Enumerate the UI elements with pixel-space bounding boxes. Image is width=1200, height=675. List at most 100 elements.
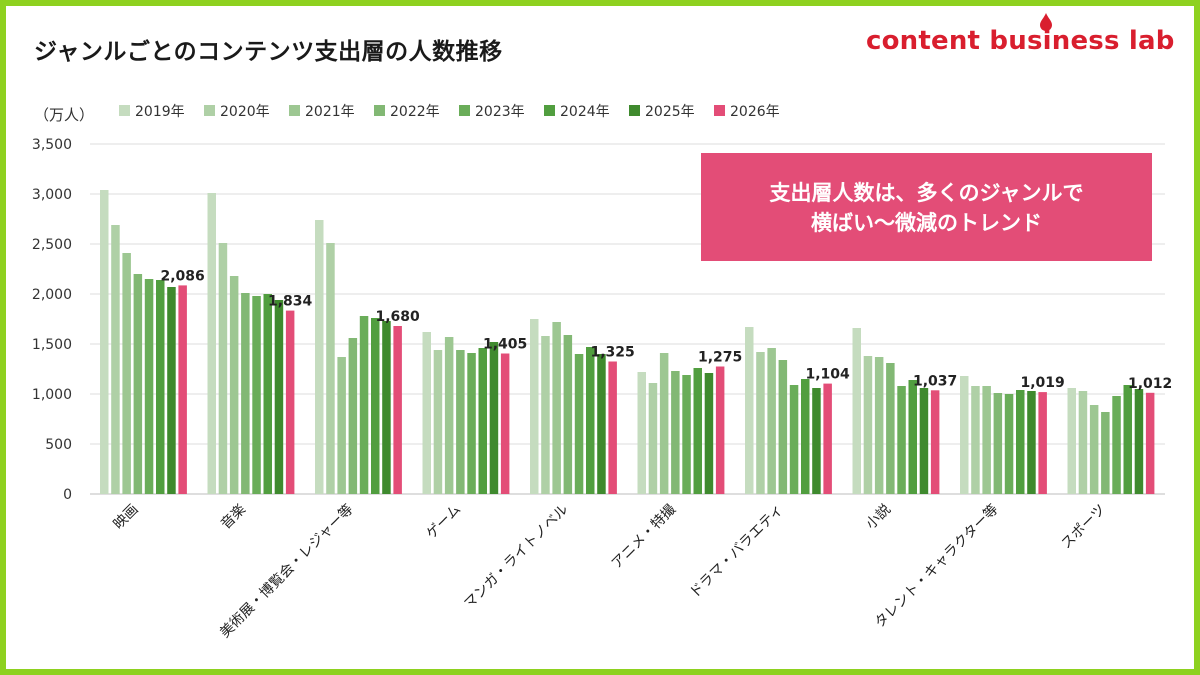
bar [778,360,788,494]
bar [433,350,443,494]
bar [156,280,165,494]
drop-icon [1040,13,1052,31]
legend-label: 2022年 [390,104,440,120]
data-label: 1,019 [1021,375,1065,391]
bar [241,293,250,494]
bar [478,348,487,494]
legend-swatch [119,105,130,116]
bar [1123,385,1132,494]
bar [789,385,799,494]
bar [960,376,969,494]
bar [745,327,754,494]
x-tick-label: 映画 [111,502,142,533]
bar [167,287,176,494]
bar [285,310,295,494]
bar [597,354,606,494]
legend-label: 2019年 [135,104,185,120]
bar [756,352,765,494]
bar [252,296,261,494]
bar [982,386,991,494]
legend-label: 2023年 [475,104,525,120]
bar [500,353,510,494]
legend-label: 2021年 [305,104,355,120]
bar [393,326,402,494]
callout-line-1: 支出層人数は、多くのジャンルで [769,181,1084,205]
bar [1112,396,1121,494]
bar [874,357,884,494]
bar [552,322,561,494]
bar [122,253,131,494]
x-tick-label: ドラマ・バラエティ [687,502,787,602]
legend-label: 2026年 [730,104,780,120]
x-tick-label: タレント・キャラクター等 [871,501,1001,631]
data-label: 1,834 [268,294,313,310]
x-tick-label: スポーツ [1058,502,1109,553]
bar [801,379,810,494]
legend-swatch [544,105,555,116]
bar [682,375,691,494]
bar [207,193,216,494]
bar [133,274,143,494]
bar [908,380,917,494]
bars [100,190,1155,494]
data-label: 1,680 [376,309,421,325]
bar [1134,389,1144,494]
bar [1067,388,1076,494]
bar [1101,412,1110,494]
y-axis-ticks: 0 500 1,000 1,500 2,000 2,500 3,000 3,500 [32,137,72,503]
data-label: 1,325 [591,345,635,361]
bar [574,354,584,494]
legend-swatch [374,105,385,116]
brand-logo: content business lab [866,26,1175,56]
bar [886,363,895,494]
legend-swatch [714,105,725,116]
bar [1145,392,1155,494]
bar [178,285,187,494]
legend-label: 2024年 [560,104,610,120]
bar [1004,394,1014,494]
data-label: 1,037 [913,373,957,389]
bar [1089,405,1099,494]
bar [852,328,861,494]
bar [704,373,714,494]
y-tick-label: 1,500 [32,337,72,353]
bar [467,353,476,494]
data-label: 1,275 [698,350,742,366]
x-tick-label: アニメ・特撮 [608,501,679,572]
bar [530,319,539,494]
bar [100,190,109,494]
bar [1078,391,1088,494]
y-tick-label: 500 [45,437,72,453]
bar [1027,391,1036,494]
x-tick-label: ゲーム [423,502,464,543]
bar [767,348,776,494]
x-tick-label: 音楽 [217,501,249,533]
bar [348,338,358,494]
bar [359,316,369,494]
data-label: 1,012 [1128,376,1172,392]
bar [608,361,617,494]
y-tick-label: 0 [63,487,72,503]
bar [671,371,680,494]
bar [693,368,702,494]
callout-box: 支出層人数は、多くのジャンルで 横ばい〜微減のトレンド [701,153,1152,261]
bar [111,225,120,494]
bar [229,276,239,494]
y-tick-label: 2,000 [32,287,72,303]
bar [715,366,725,494]
bar [993,393,1003,494]
bar [897,386,906,494]
bar [371,318,380,494]
bar [422,332,431,494]
bar [315,220,324,494]
bar [326,243,335,494]
bar [563,335,573,494]
chart-title: ジャンルごとのコンテンツ支出層の人数推移 [34,39,503,65]
bar [637,372,646,494]
y-tick-label: 1,000 [32,387,72,403]
bar [444,337,454,494]
bar [648,383,658,494]
legend-label: 2025年 [645,104,695,120]
